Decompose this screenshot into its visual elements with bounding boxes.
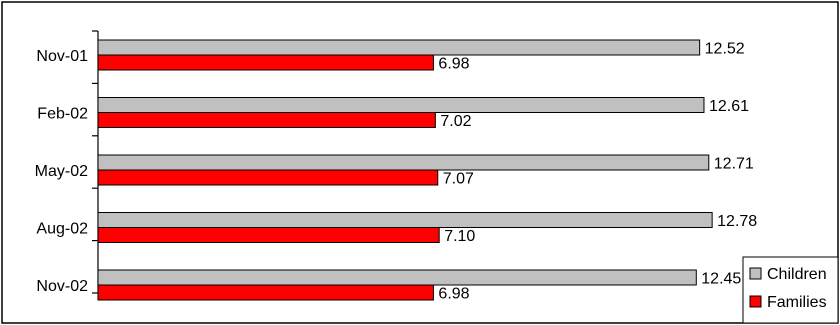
bar-children-nov-01 (97, 39, 701, 56)
bar-children-may-02 (97, 154, 710, 171)
bar-families-feb-02 (97, 112, 436, 128)
category-label-may-02: May-02 (35, 163, 88, 180)
plot-area: 12.52 6.98 Nov-01 12.61 7.02 Feb-02 12.71 7.07 M… (35, 30, 757, 303)
legend: Children Families (742, 256, 839, 324)
data-label-families-feb-02: 7.02 (440, 113, 471, 130)
data-label-children-may-02: 12.71 (714, 156, 754, 173)
bar-families-aug-02 (97, 227, 440, 243)
legend-swatch-families (749, 295, 762, 308)
bar-children-aug-02 (97, 212, 713, 228)
data-label-families-aug-02: 7.10 (444, 228, 475, 245)
data-label-children-feb-02: 12.61 (709, 98, 749, 115)
category-label-aug-02: Aug-02 (36, 221, 88, 238)
data-label-families-may-02: 7.07 (443, 171, 474, 188)
bar-families-may-02 (97, 169, 439, 186)
category-label-feb-02: Feb-02 (37, 106, 88, 123)
bar-children-feb-02 (97, 97, 705, 113)
data-label-children-nov-02: 12.45 (701, 271, 741, 288)
data-label-families-nov-01: 6.98 (438, 56, 469, 73)
bar-families-nov-02 (97, 284, 434, 301)
category-label-nov-02: Nov-02 (36, 278, 88, 295)
legend-label-children: Children (767, 266, 827, 283)
category-label-nov-01: Nov-01 (36, 48, 88, 65)
data-label-families-nov-02: 6.98 (438, 286, 469, 303)
data-label-children-nov-01: 12.52 (705, 41, 745, 58)
legend-swatch-children (749, 267, 762, 280)
bar-children-nov-02 (97, 269, 697, 286)
bar-families-nov-01 (97, 54, 434, 71)
legend-label-families: Families (767, 294, 827, 311)
data-label-children-aug-02: 12.78 (717, 213, 757, 230)
